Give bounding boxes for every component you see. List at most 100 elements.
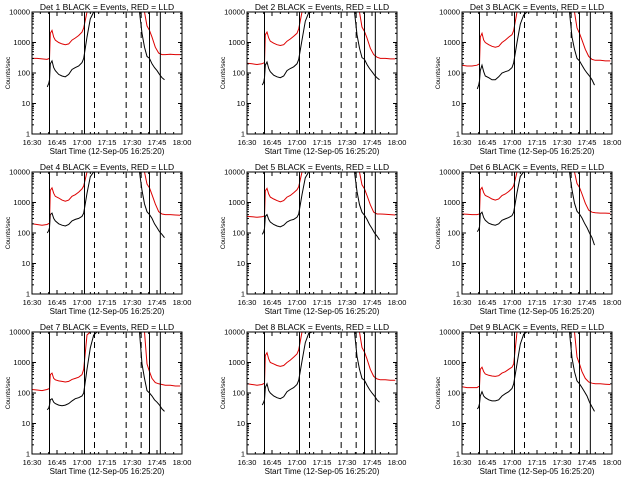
x-tick-label: 17:15 (528, 298, 547, 307)
x-tick-label: 16:45 (263, 138, 282, 147)
y-tick-label: 100 (447, 389, 460, 398)
y-tick-label: 10000 (439, 8, 460, 17)
plot-frame (246, 331, 398, 455)
x-tick-label: 17:30 (338, 298, 357, 307)
y-axis-label: Counts/sec (435, 56, 442, 89)
plot-frame (461, 331, 613, 455)
x-tick-label: 17:15 (313, 298, 332, 307)
x-tick-label: 16:45 (263, 458, 282, 467)
series-events-line (261, 172, 380, 241)
x-tick-label: 18:00 (388, 298, 407, 307)
y-tick-label: 10000 (224, 168, 245, 177)
x-axis-label: Start Time (12-Sep-05 16:25:20) (480, 147, 595, 156)
x-tick-label: 18:00 (603, 298, 622, 307)
y-tick-label: 100 (232, 229, 245, 238)
x-axis-label: Start Time (12-Sep-05 16:25:20) (480, 467, 595, 476)
x-tick-label: 18:00 (603, 138, 622, 147)
x-tick-label: 17:00 (503, 458, 522, 467)
series-lld-line (32, 172, 181, 226)
x-tick-label: 16:45 (263, 298, 282, 307)
detector-panel-1: Det 1 BLACK = Events, RED = LLD 16:30 16:4… (5, 2, 191, 156)
series-lld-line (32, 12, 181, 60)
x-tick-label: 17:30 (123, 298, 142, 307)
y-tick-label: 100 (232, 69, 245, 78)
panel-title: Det 9 BLACK = Events, RED = LLD (470, 322, 604, 332)
x-tick-label: 17:45 (578, 138, 597, 147)
x-tick-label: 16:30 (23, 298, 42, 307)
y-axis-label: Counts/sec (5, 376, 12, 409)
x-tick-label: 17:30 (553, 138, 572, 147)
y-tick-label: 10000 (9, 8, 30, 17)
x-tick-label: 16:30 (238, 298, 257, 307)
x-tick-label: 16:30 (23, 458, 42, 467)
x-tick-label: 16:30 (453, 458, 472, 467)
y-tick-label: 10 (452, 99, 460, 108)
detector-panel-5: Det 5 BLACK = Events, RED = LLD 16:30 16:4… (220, 162, 406, 316)
x-tick-label: 17:00 (73, 458, 92, 467)
x-tick-label: 16:45 (48, 138, 67, 147)
x-tick-label: 16:45 (478, 298, 497, 307)
y-tick-label: 10000 (9, 328, 30, 337)
series-events-line (261, 332, 380, 406)
y-tick-label: 1 (26, 450, 30, 459)
x-tick-label: 17:45 (148, 298, 167, 307)
y-tick-label: 1 (241, 290, 245, 299)
series-events-line (261, 12, 380, 86)
x-tick-label: 17:45 (363, 138, 382, 147)
y-tick-label: 1000 (228, 358, 245, 367)
y-tick-label: 10 (237, 419, 245, 428)
x-tick-label: 17:00 (73, 298, 92, 307)
x-tick-label: 17:30 (123, 138, 142, 147)
y-axis-label: Counts/sec (435, 376, 442, 409)
y-tick-label: 1000 (443, 38, 460, 47)
series-events-line (476, 332, 595, 412)
x-tick-label: 17:15 (98, 298, 117, 307)
y-axis-label: Counts/sec (435, 216, 442, 249)
y-tick-label: 10000 (224, 328, 245, 337)
panel-title: Det 7 BLACK = Events, RED = LLD (40, 322, 174, 332)
y-tick-label: 1000 (443, 358, 460, 367)
x-tick-label: 17:00 (503, 298, 522, 307)
y-tick-label: 1000 (13, 358, 30, 367)
detector-panel-6: Det 6 BLACK = Events, RED = LLD 16:30 16:4… (435, 162, 621, 316)
series-events-line (476, 172, 595, 246)
x-tick-label: 18:00 (388, 458, 407, 467)
x-tick-label: 17:15 (98, 458, 117, 467)
detector-panel-9: Det 9 BLACK = Events, RED = LLD 16:30 16:4… (435, 322, 621, 476)
x-tick-label: 17:00 (288, 458, 307, 467)
y-tick-label: 1 (26, 130, 30, 139)
y-tick-label: 1000 (13, 198, 30, 207)
x-tick-label: 16:30 (453, 138, 472, 147)
plot-frame (31, 11, 183, 135)
x-tick-label: 17:45 (363, 458, 382, 467)
y-tick-label: 100 (17, 389, 30, 398)
x-tick-label: 18:00 (388, 138, 407, 147)
x-tick-label: 18:00 (173, 298, 192, 307)
x-tick-label: 17:15 (528, 458, 547, 467)
y-tick-label: 10000 (224, 8, 245, 17)
y-tick-label: 10 (452, 419, 460, 428)
y-tick-label: 10 (452, 259, 460, 268)
panel-title: Det 3 BLACK = Events, RED = LLD (470, 2, 604, 12)
y-tick-label: 1000 (228, 38, 245, 47)
x-tick-label: 17:15 (313, 458, 332, 467)
x-tick-label: 17:45 (363, 298, 382, 307)
y-tick-label: 10 (22, 259, 30, 268)
y-tick-label: 10000 (439, 328, 460, 337)
x-tick-label: 16:45 (48, 298, 67, 307)
x-tick-label: 17:00 (288, 298, 307, 307)
detector-panel-2: Det 2 BLACK = Events, RED = LLD 16:30 16:4… (220, 2, 406, 156)
y-tick-label: 1000 (13, 38, 30, 47)
x-tick-label: 16:30 (453, 298, 472, 307)
series-lld-line (462, 12, 611, 67)
plot-frame (31, 331, 183, 455)
series-events-line (476, 12, 595, 90)
y-tick-label: 1 (456, 130, 460, 139)
x-tick-label: 16:30 (238, 138, 257, 147)
x-axis-label: Start Time (12-Sep-05 16:25:20) (50, 147, 165, 156)
y-tick-label: 100 (17, 229, 30, 238)
detector-panel-4: Det 4 BLACK = Events, RED = LLD 16:30 16:4… (5, 162, 191, 316)
series-lld-line (247, 172, 396, 218)
x-tick-label: 17:30 (553, 458, 572, 467)
